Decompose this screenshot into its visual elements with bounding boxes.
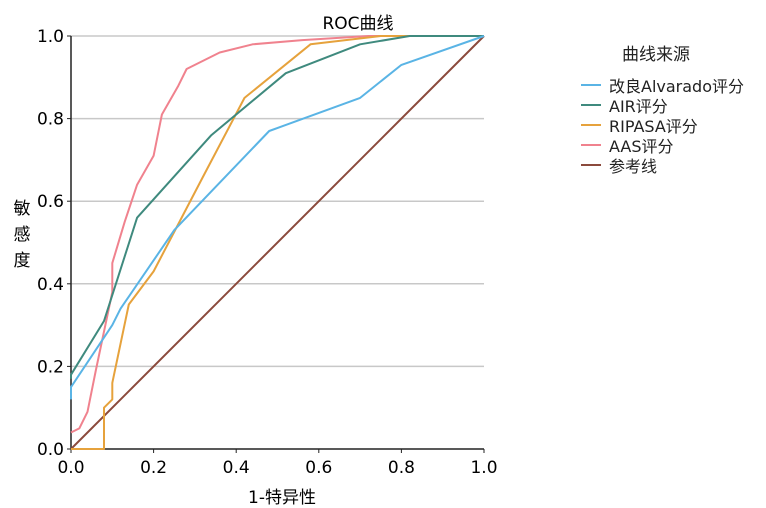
y-tick-label: 0.6 xyxy=(37,192,64,212)
y-axis-label: 敏感度 xyxy=(14,199,31,271)
legend-title: 曲线来源 xyxy=(622,45,690,65)
legend: 曲线来源 改良Alvarado评分 AIR评分 RIPASA评分 AAS评分 参考线 xyxy=(578,40,744,176)
x-tick-label: 0.0 xyxy=(57,458,84,478)
grid-lines xyxy=(71,35,484,368)
legend-item: AIR评分 xyxy=(578,95,744,116)
y-tick-label: 0.8 xyxy=(37,110,64,130)
legend-label: AAS评分 xyxy=(609,137,674,156)
legend-label: RIPASA评分 xyxy=(609,117,698,136)
x-axis-label: 1-特异性 xyxy=(248,488,316,508)
legend-swatch xyxy=(581,124,601,126)
svg-text:敏感度: 敏感度 xyxy=(14,199,31,271)
series-line-AIR评分 xyxy=(70,35,484,379)
series-line-参考线 xyxy=(70,35,485,450)
x-tick-label: 0.8 xyxy=(388,458,415,478)
legend-item: 参考线 xyxy=(578,155,744,176)
chart-title: ROC曲线 xyxy=(322,14,393,34)
series-line-改良Alvarado评分 xyxy=(70,35,485,400)
series-lines xyxy=(70,35,485,450)
legend-label: 参考线 xyxy=(609,157,658,176)
axes xyxy=(70,36,484,450)
x-tick-label: 0.2 xyxy=(140,458,167,478)
tick-labels: 0.0 0.2 0.4 0.6 0.8 1.0 0.0 0.2 0.4 0.6 0.8 1.0 xyxy=(37,27,498,478)
y-tick-label: 1.0 xyxy=(37,27,64,47)
y-tick-label: 0.2 xyxy=(37,357,64,377)
y-tick-label: 0.4 xyxy=(37,275,64,295)
x-tick-label: 0.4 xyxy=(223,458,250,478)
legend-swatch xyxy=(581,84,601,86)
legend-label: AIR评分 xyxy=(609,97,668,116)
legend-swatch xyxy=(581,144,601,146)
series-line-AAS评分 xyxy=(70,35,484,434)
legend-swatch xyxy=(581,104,601,106)
x-tick-label: 0.6 xyxy=(305,458,332,478)
legend-label: 改良Alvarado评分 xyxy=(609,77,744,96)
legend-item: 改良Alvarado评分 xyxy=(578,75,744,96)
x-tick-label: 1.0 xyxy=(470,458,497,478)
legend-item: RIPASA评分 xyxy=(578,115,744,136)
legend-swatch xyxy=(581,164,601,166)
legend-item: AAS评分 xyxy=(578,135,744,156)
series-line-RIPASA评分 xyxy=(71,35,484,450)
y-tick-label: 0.0 xyxy=(37,440,64,460)
